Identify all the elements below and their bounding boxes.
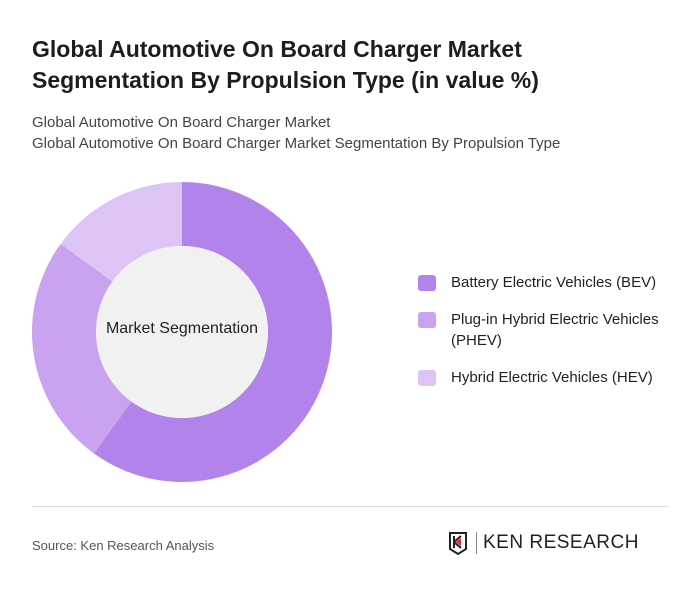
legend-label: Plug-in Hybrid Electric Vehicles (PHEV) (451, 311, 659, 349)
donut-hole (96, 246, 268, 418)
source-note: Source: Ken Research Analysis (32, 538, 215, 553)
legend-item: Battery Electric Vehicles (BEV) (418, 272, 688, 293)
donut-slice-0 (93, 182, 332, 482)
legend: Battery Electric Vehicles (BEV) Plug-in H… (418, 272, 688, 404)
donut-center-label: Market Segmentation (105, 320, 259, 337)
chart-title: Global Automotive On Board Charger Marke… (32, 36, 539, 93)
legend-swatch (418, 312, 436, 328)
legend-swatch (418, 275, 436, 291)
logo-shield-icon (449, 532, 467, 555)
subtitle-2: Global Automotive On Board Charger Marke… (32, 135, 561, 152)
logo-text: KEN RESEARCH (476, 532, 639, 554)
subtitle-1: Global Automotive On Board Charger Marke… (32, 114, 331, 131)
legend-swatch (418, 370, 436, 386)
legend-item: Hybrid Electric Vehicles (HEV) (418, 367, 688, 388)
legend-label: Hybrid Electric Vehicles (HEV) (451, 369, 653, 386)
legend-label: Battery Electric Vehicles (BEV) (451, 274, 657, 291)
ken-research-logo: KEN RESEARCH (448, 531, 639, 555)
donut-slice-1 (32, 243, 132, 454)
divider (32, 506, 668, 507)
legend-item: Plug-in Hybrid Electric Vehicles (PHEV) (418, 309, 688, 351)
donut-slice-2 (60, 182, 183, 282)
